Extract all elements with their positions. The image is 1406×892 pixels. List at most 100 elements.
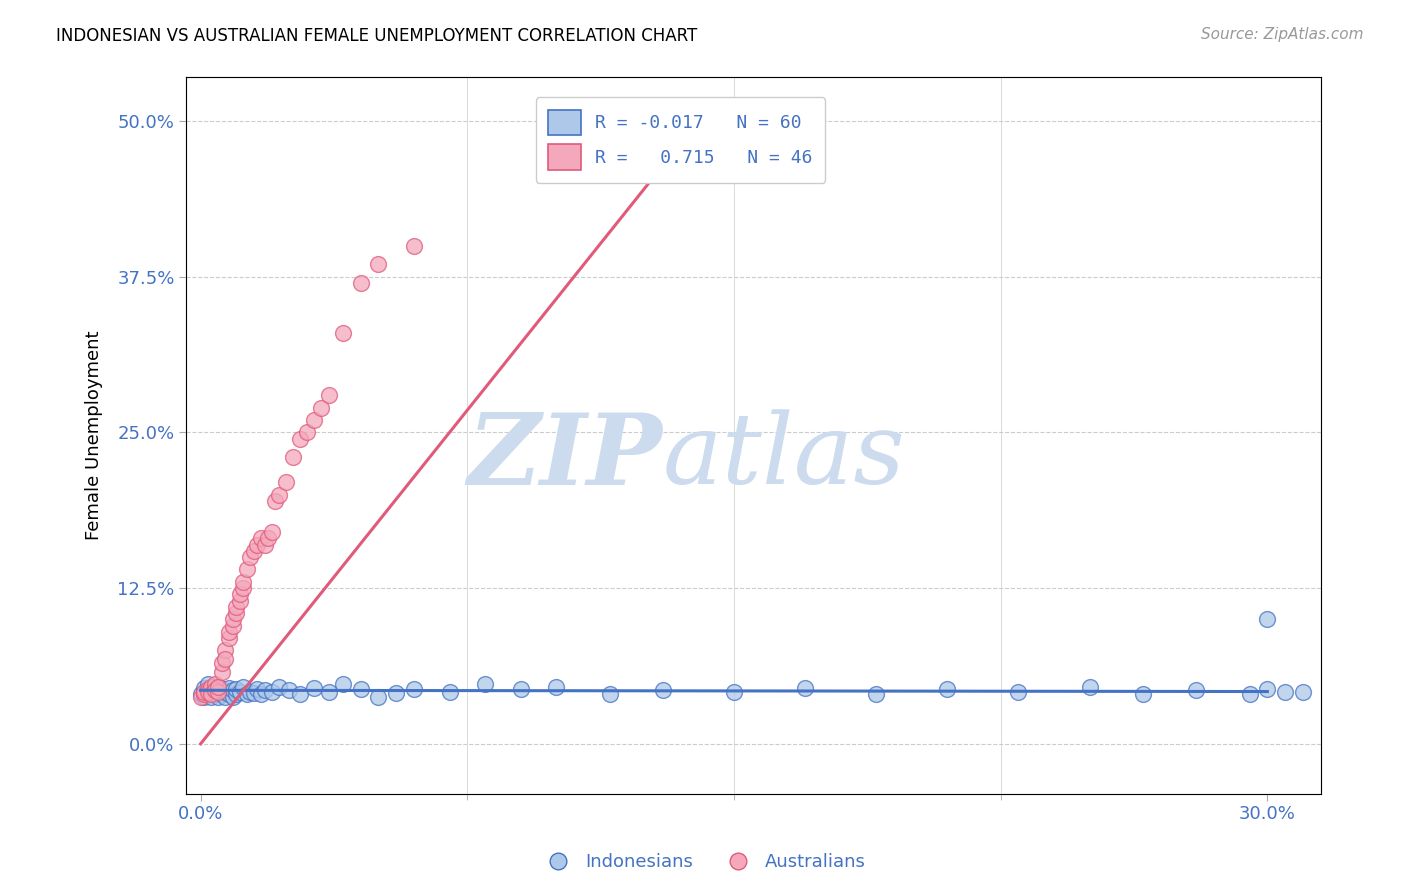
Point	[349, 681, 371, 696]
Point	[318, 388, 340, 402]
Point	[197, 677, 219, 691]
Point	[228, 684, 250, 698]
Point	[204, 677, 226, 691]
Point	[214, 643, 236, 657]
Point	[281, 450, 304, 465]
Point	[204, 683, 226, 698]
Point	[232, 680, 254, 694]
Point	[193, 681, 215, 695]
Point	[193, 690, 215, 704]
Point	[193, 687, 215, 701]
Legend: R = -0.017   N = 60, R =   0.715   N = 46: R = -0.017 N = 60, R = 0.715 N = 46	[536, 97, 825, 183]
Text: atlas: atlas	[662, 409, 905, 505]
Point	[243, 543, 266, 558]
Point	[197, 681, 219, 696]
Point	[200, 687, 222, 701]
Point	[225, 606, 247, 620]
Point	[214, 652, 236, 666]
Point	[214, 684, 236, 698]
Point	[197, 684, 219, 698]
Point	[214, 690, 236, 704]
Point	[236, 687, 259, 701]
Point	[253, 537, 276, 551]
Point	[1256, 612, 1278, 626]
Point	[794, 681, 817, 695]
Point	[204, 687, 226, 701]
Point	[221, 683, 243, 698]
Point	[936, 681, 959, 696]
Point	[239, 549, 262, 564]
Point	[385, 686, 408, 700]
Point	[243, 686, 266, 700]
Point	[236, 562, 259, 576]
Point	[221, 618, 243, 632]
Point	[218, 624, 240, 639]
Point	[267, 680, 290, 694]
Text: Source: ZipAtlas.com: Source: ZipAtlas.com	[1201, 27, 1364, 42]
Point	[211, 681, 233, 696]
Point	[232, 574, 254, 589]
Point	[211, 665, 233, 679]
Point	[200, 683, 222, 698]
Point	[402, 238, 425, 252]
Point	[546, 680, 568, 694]
Point	[221, 612, 243, 626]
Point	[651, 683, 673, 698]
Point	[257, 531, 280, 545]
Point	[332, 677, 354, 691]
Point	[207, 684, 229, 698]
Point	[278, 683, 301, 698]
Point	[211, 687, 233, 701]
Point	[509, 681, 531, 696]
Point	[246, 537, 269, 551]
Point	[260, 525, 283, 540]
Point	[193, 684, 215, 698]
Point	[267, 488, 290, 502]
Point	[190, 687, 212, 701]
Point	[599, 687, 621, 701]
Point	[225, 599, 247, 614]
Point	[1292, 684, 1315, 698]
Point	[228, 587, 250, 601]
Legend: Indonesians, Australians: Indonesians, Australians	[533, 847, 873, 879]
Point	[250, 687, 273, 701]
Point	[439, 684, 461, 698]
Point	[228, 593, 250, 607]
Point	[239, 684, 262, 698]
Point	[190, 690, 212, 704]
Point	[211, 656, 233, 670]
Point	[207, 690, 229, 704]
Point	[1239, 687, 1261, 701]
Text: ZIP: ZIP	[468, 409, 662, 505]
Point	[221, 690, 243, 704]
Point	[349, 276, 371, 290]
Point	[218, 631, 240, 645]
Point	[246, 681, 269, 696]
Point	[402, 681, 425, 696]
Point	[260, 684, 283, 698]
Point	[474, 677, 496, 691]
Point	[253, 683, 276, 698]
Point	[367, 257, 389, 271]
Point	[311, 401, 333, 415]
Point	[274, 475, 297, 490]
Point	[218, 681, 240, 695]
Point	[1274, 684, 1296, 698]
Point	[288, 432, 311, 446]
Point	[1078, 680, 1101, 694]
Point	[207, 684, 229, 698]
Point	[1256, 681, 1278, 696]
Point	[207, 680, 229, 694]
Point	[865, 687, 887, 701]
Point	[264, 494, 287, 508]
Point	[318, 684, 340, 698]
Text: INDONESIAN VS AUSTRALIAN FEMALE UNEMPLOYMENT CORRELATION CHART: INDONESIAN VS AUSTRALIAN FEMALE UNEMPLOY…	[56, 27, 697, 45]
Point	[367, 690, 389, 704]
Point	[232, 581, 254, 595]
Point	[1185, 683, 1208, 698]
Point	[288, 687, 311, 701]
Point	[250, 531, 273, 545]
Point	[332, 326, 354, 340]
Point	[200, 680, 222, 694]
Point	[304, 413, 326, 427]
